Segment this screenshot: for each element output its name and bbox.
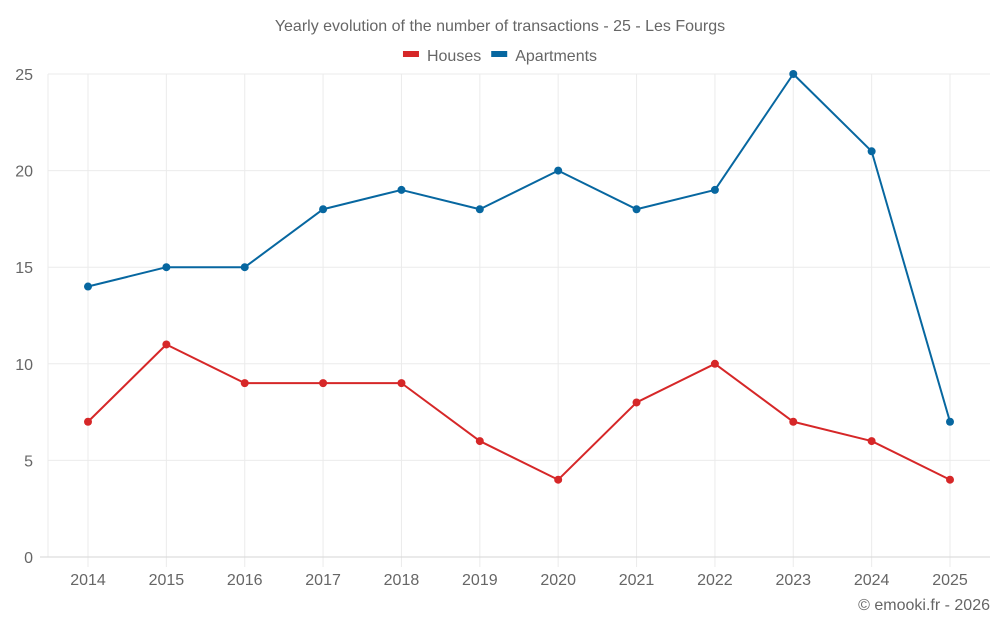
x-tick-label: 2015 bbox=[149, 572, 185, 589]
series-line-houses bbox=[87, 343, 951, 481]
data-point-houses[interactable] bbox=[632, 398, 641, 407]
x-tick-label: 2018 bbox=[384, 572, 420, 589]
data-point-apartments[interactable] bbox=[867, 147, 876, 156]
legend: Houses Apartments bbox=[402, 48, 597, 65]
x-tick-label: 2023 bbox=[775, 572, 811, 589]
data-point-apartments[interactable] bbox=[397, 185, 406, 194]
y-tick-label: 0 bbox=[24, 550, 33, 567]
y-tick-label: 15 bbox=[15, 260, 33, 277]
data-point-houses[interactable] bbox=[240, 379, 249, 388]
x-tick-label: 2024 bbox=[854, 572, 890, 589]
series-layer bbox=[84, 70, 954, 484]
data-point-apartments[interactable] bbox=[475, 205, 484, 214]
legend-item-apartments[interactable]: Apartments bbox=[491, 48, 597, 65]
data-point-apartments[interactable] bbox=[554, 166, 563, 175]
legend-label-houses: Houses bbox=[427, 48, 481, 65]
data-point-houses[interactable] bbox=[554, 475, 563, 484]
data-point-houses[interactable] bbox=[319, 379, 328, 388]
data-point-apartments[interactable] bbox=[240, 263, 249, 272]
data-point-houses[interactable] bbox=[789, 417, 798, 426]
x-tick-label: 2014 bbox=[70, 572, 106, 589]
gridlines bbox=[47, 73, 990, 567]
x-tick-label: 2017 bbox=[305, 572, 341, 589]
data-point-apartments[interactable] bbox=[319, 205, 328, 214]
y-tick-label: 20 bbox=[15, 164, 33, 181]
y-tick-label: 5 bbox=[24, 453, 33, 470]
x-tick-label: 2022 bbox=[697, 572, 733, 589]
data-point-houses[interactable] bbox=[710, 359, 719, 368]
data-point-apartments[interactable] bbox=[632, 205, 641, 214]
series-line-apartments bbox=[87, 73, 951, 423]
x-tick-label: 2021 bbox=[619, 572, 655, 589]
data-point-houses[interactable] bbox=[162, 340, 171, 349]
data-point-houses[interactable] bbox=[397, 379, 406, 388]
y-tick-label: 10 bbox=[15, 357, 33, 374]
x-tick-label: 2016 bbox=[227, 572, 263, 589]
data-point-houses[interactable] bbox=[867, 437, 876, 446]
legend-item-houses[interactable]: Houses bbox=[402, 48, 481, 65]
data-point-houses[interactable] bbox=[946, 475, 954, 484]
data-point-houses[interactable] bbox=[84, 417, 92, 426]
legend-label-apartments: Apartments bbox=[515, 48, 597, 65]
legend-swatch-houses bbox=[402, 51, 419, 57]
y-tick-label: 25 bbox=[15, 67, 33, 84]
data-point-houses[interactable] bbox=[475, 437, 484, 446]
x-tick-label: 2019 bbox=[462, 572, 498, 589]
x-tick-label: 2020 bbox=[540, 572, 576, 589]
x-tick-label: 2025 bbox=[932, 572, 968, 589]
data-point-apartments[interactable] bbox=[789, 70, 798, 78]
data-point-apartments[interactable] bbox=[710, 185, 719, 194]
credit-text: © emooki.fr - 2026 bbox=[858, 597, 990, 614]
data-point-apartments[interactable] bbox=[946, 417, 954, 426]
chart-title: Yearly evolution of the number of transa… bbox=[275, 18, 725, 35]
legend-swatch-apartments bbox=[491, 51, 508, 57]
data-point-apartments[interactable] bbox=[84, 282, 92, 291]
data-point-apartments[interactable] bbox=[162, 263, 171, 272]
